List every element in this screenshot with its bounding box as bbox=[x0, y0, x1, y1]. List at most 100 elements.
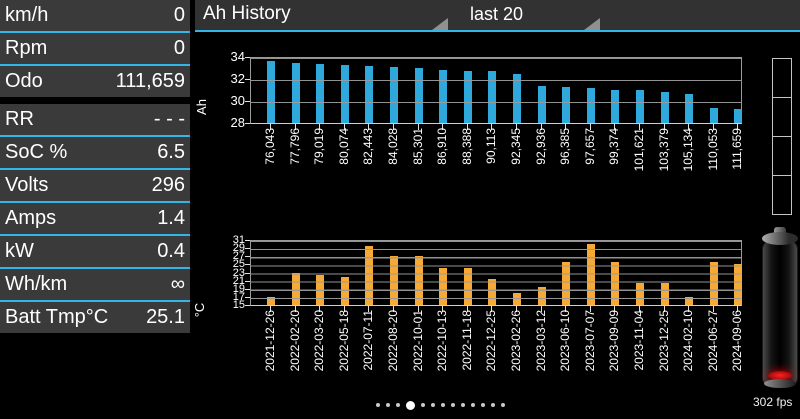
y-tick bbox=[245, 123, 250, 124]
chart-bar bbox=[586, 87, 595, 123]
page-dot[interactable] bbox=[481, 403, 485, 407]
x-axis-label: 2024-02-10 bbox=[681, 310, 696, 372]
chart-bar bbox=[513, 73, 521, 123]
range-selector-label: last 20 bbox=[470, 4, 524, 24]
chart-bar bbox=[414, 256, 423, 305]
y-tick bbox=[245, 79, 250, 80]
chart-bar bbox=[660, 282, 669, 305]
x-tick bbox=[319, 124, 321, 130]
x-tick bbox=[417, 306, 419, 312]
chart-bar bbox=[709, 262, 718, 305]
chart-bar bbox=[660, 92, 669, 123]
top-bar: Ah History last 20 bbox=[195, 0, 800, 32]
page-dot[interactable] bbox=[471, 403, 475, 407]
segment-cell bbox=[772, 58, 792, 98]
page-dot[interactable] bbox=[441, 403, 445, 407]
y-axis-label: 21 bbox=[232, 274, 245, 287]
y-axis-label: 30 bbox=[230, 93, 245, 108]
x-axis-label: 92,345 bbox=[509, 128, 523, 165]
chart-bar bbox=[562, 262, 571, 305]
gauge-row-rr[interactable]: RR - - - bbox=[0, 104, 190, 137]
x-axis-label: 82,443 bbox=[361, 128, 376, 165]
page-dot[interactable] bbox=[451, 403, 455, 407]
gauge-row-soc[interactable]: SoC % 6.5 bbox=[0, 137, 190, 170]
x-tick bbox=[368, 306, 370, 312]
gauge-row-odo[interactable]: Odo 111,659 bbox=[0, 66, 190, 97]
page-dot[interactable] bbox=[396, 403, 400, 407]
y-axis-label: 28 bbox=[230, 115, 245, 130]
gauge-row-volts[interactable]: Volts 296 bbox=[0, 170, 190, 203]
page-dot[interactable] bbox=[386, 403, 390, 407]
segment-cell bbox=[772, 136, 792, 176]
gauge-value: 25.1 bbox=[146, 306, 185, 328]
gauge-label: km/h bbox=[5, 4, 49, 26]
x-axis-label: 77,796 bbox=[287, 128, 302, 165]
chart-bar bbox=[439, 70, 448, 123]
x-axis-label: 97,657 bbox=[582, 128, 597, 165]
gauge-label: kW bbox=[5, 240, 34, 262]
page-dot[interactable] bbox=[501, 403, 505, 407]
x-tick bbox=[589, 306, 591, 312]
x-axis-label: 101,621 bbox=[632, 128, 646, 172]
x-axis-label: 110,053 bbox=[705, 128, 720, 171]
chart-selector-spinner[interactable]: Ah History bbox=[195, 0, 450, 30]
x-tick bbox=[319, 306, 321, 312]
x-tick bbox=[639, 306, 640, 312]
gauge-label: RR bbox=[5, 108, 34, 130]
y-axis-label: 25 bbox=[232, 258, 245, 271]
x-tick bbox=[614, 124, 616, 130]
x-axis-label: 2023-09-09 bbox=[607, 310, 622, 372]
chart-bar bbox=[340, 276, 349, 305]
gauge-value: 111,659 bbox=[115, 70, 185, 92]
page-dot[interactable] bbox=[406, 400, 415, 410]
page-dot[interactable] bbox=[431, 403, 435, 407]
y-axis-label: 27 bbox=[232, 250, 245, 263]
page-dot[interactable] bbox=[421, 403, 425, 407]
segment-indicator bbox=[772, 58, 792, 215]
x-axis-label: 2022-05-18 bbox=[336, 310, 351, 372]
chart-bar bbox=[267, 296, 275, 305]
chart-selector-label: Ah History bbox=[203, 3, 291, 24]
x-tick bbox=[688, 124, 690, 130]
range-selector-spinner[interactable]: last 20 bbox=[450, 0, 602, 30]
chart-bar bbox=[636, 282, 644, 305]
page-dot[interactable] bbox=[491, 403, 495, 407]
x-axis-label: 79,019 bbox=[312, 128, 327, 165]
chart-bar bbox=[636, 90, 644, 123]
gauge-row-kw[interactable]: kW 0.4 bbox=[0, 236, 190, 269]
y-tick bbox=[245, 264, 250, 266]
chart-bar bbox=[463, 268, 472, 305]
x-tick bbox=[565, 124, 567, 130]
x-axis-label: 2022-08-20 bbox=[386, 310, 400, 372]
gauge-value: 0 bbox=[173, 37, 185, 59]
y-tick bbox=[245, 272, 250, 274]
chart-bar bbox=[463, 71, 472, 123]
y-axis-label: 23 bbox=[232, 266, 245, 279]
chart-bar bbox=[537, 85, 546, 123]
x-axis-label: 2022-03-20 bbox=[312, 310, 327, 372]
x-tick bbox=[516, 306, 517, 312]
page-dot[interactable] bbox=[461, 403, 465, 407]
gauge-row-km-h[interactable]: km/h 0 bbox=[0, 0, 190, 33]
x-tick bbox=[712, 306, 714, 312]
y-tick bbox=[245, 296, 250, 298]
page-dot[interactable] bbox=[376, 403, 380, 407]
x-axis-label: 2022-07-11 bbox=[361, 310, 376, 371]
y-tick bbox=[245, 240, 250, 241]
chart-bar bbox=[685, 94, 694, 123]
x-tick bbox=[540, 306, 542, 312]
x-tick bbox=[737, 306, 739, 312]
gauge-row-wh-km[interactable]: Wh/km ∞ bbox=[0, 269, 190, 302]
gauge-row-batt-tmp-c[interactable]: Batt Tmp°C 25.1 bbox=[0, 302, 190, 333]
x-tick bbox=[491, 306, 493, 312]
x-tick bbox=[663, 306, 665, 312]
x-tick bbox=[466, 124, 468, 130]
gauge-row-rpm[interactable]: Rpm 0 bbox=[0, 33, 190, 66]
x-axis-label: 90,113 bbox=[484, 128, 499, 164]
gauge-value: 6.5 bbox=[157, 141, 185, 163]
gauge-label: Batt Tmp°C bbox=[5, 306, 109, 328]
x-axis-label: 2024-09-06 bbox=[730, 310, 745, 372]
chart-bar bbox=[267, 61, 275, 123]
gauge-row-amps[interactable]: Amps 1.4 bbox=[0, 203, 190, 236]
chart-bar bbox=[390, 256, 398, 305]
